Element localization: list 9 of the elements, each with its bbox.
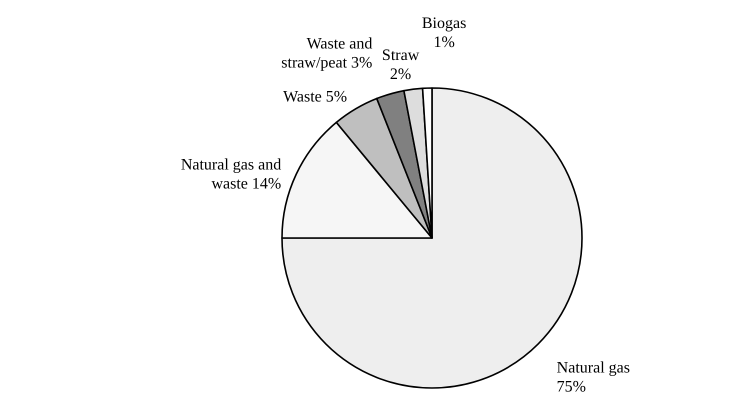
- slice-label: Waste and straw/peat 3%: [281, 35, 372, 72]
- slice-label: Biogas: [422, 15, 466, 32]
- slice-label: Natural gas and waste 14%: [180, 156, 282, 192]
- data-label: 1%: [433, 34, 455, 52]
- data-label: 2%: [390, 66, 412, 84]
- slice-label: Waste 5%: [283, 88, 348, 106]
- slice-label: Straw: [382, 47, 420, 64]
- data-label: 75%: [556, 378, 586, 396]
- slice-label: Natural gas: [556, 360, 630, 377]
